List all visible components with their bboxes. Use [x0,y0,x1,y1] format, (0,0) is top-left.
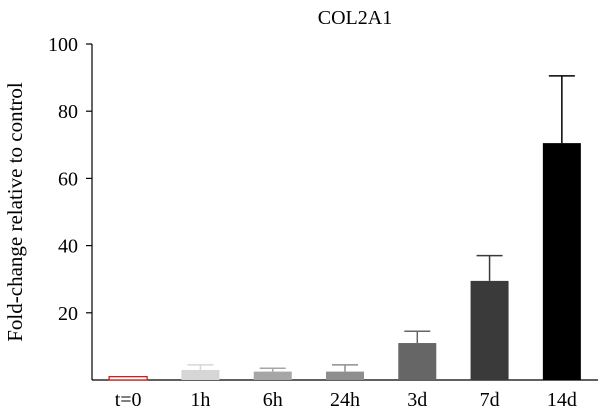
bar-7d [470,280,509,380]
bar-3d [398,343,437,380]
x-tick-label: t=0 [115,389,142,411]
plot-area: 20 40 60 80 100 t=0 1h 6h 24h 3d 7d 14d [48,34,598,411]
x-tick-label: 3d [407,389,427,411]
y-tick-label: 60 [58,168,78,190]
y-tick-label: 100 [48,34,78,56]
x-tick-label: 24h [330,389,360,411]
chart-title: COL2A1 [318,7,392,29]
x-tick-label: 7d [480,389,500,411]
x-tick-label: 14d [547,389,577,411]
bar-24h [326,371,364,380]
bar-14d [542,143,581,380]
bar-t=0 [108,375,148,381]
x-tick-label: 1h [190,389,210,411]
y-axis-label: Fold-change relative to control [3,82,27,342]
y-tick-label: 20 [58,303,78,325]
x-tick-label: 6h [263,389,283,411]
bar-1h [181,369,220,380]
y-tick-label: 80 [58,101,78,123]
y-tick-label: 40 [58,236,78,258]
bar-6h [253,371,292,380]
